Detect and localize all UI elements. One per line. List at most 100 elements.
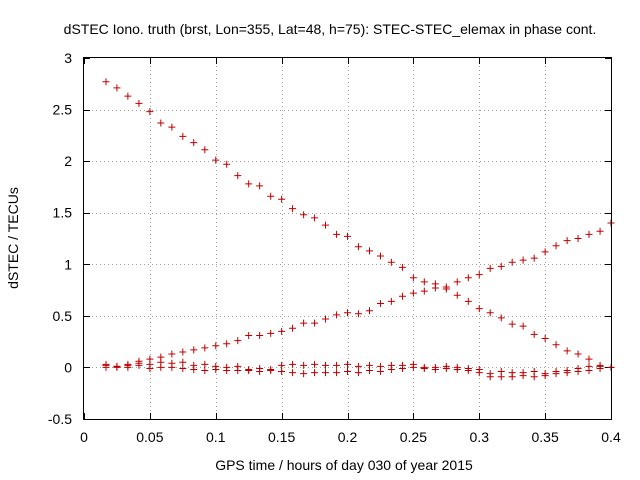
data-point-ascending: [190, 346, 198, 354]
data-point-ascending: [366, 307, 374, 315]
x-tick-label: 0.1: [206, 429, 226, 445]
x-tick-label: 0: [80, 429, 88, 445]
x-axis-title: GPS time / hours of day 030 of year 2015: [215, 457, 473, 473]
data-point-near-zero-b: [157, 363, 165, 371]
data-point-near-zero-b: [596, 364, 604, 372]
data-point-descending: [190, 139, 198, 147]
x-tick-label: 0.05: [136, 429, 163, 445]
data-point-near-zero-a: [354, 362, 362, 370]
data-point-ascending: [289, 324, 297, 332]
y-tick-label: 1: [64, 256, 72, 272]
data-point-near-zero-a: [333, 361, 341, 369]
data-point-ascending: [585, 230, 593, 238]
data-point-near-zero-b: [168, 363, 176, 371]
data-point-near-zero-b: [366, 367, 374, 375]
data-point-ascending: [530, 254, 538, 262]
data-point-ascending: [475, 271, 483, 279]
data-point-descending: [497, 314, 505, 322]
data-point-descending: [376, 252, 384, 260]
data-point-ascending: [453, 278, 461, 286]
data-point-near-zero-b: [574, 368, 582, 376]
data-point-descending: [234, 172, 242, 180]
data-point-near-zero-b: [102, 363, 110, 371]
data-point-descending: [508, 320, 516, 328]
data-point-descending: [267, 192, 275, 200]
data-point-near-zero-b: [442, 364, 450, 372]
data-point-descending: [168, 123, 176, 131]
data-point-ascending: [431, 284, 439, 292]
data-point-near-zero-b: [563, 369, 571, 377]
data-point-near-zero-b: [530, 373, 538, 381]
data-point-ascending: [267, 329, 275, 337]
data-point-ascending: [234, 337, 242, 345]
y-tick-label: 0.5: [53, 308, 73, 324]
data-point-near-zero-b: [552, 370, 560, 378]
data-point-ascending: [574, 235, 582, 242]
data-point-near-zero-b: [245, 367, 253, 375]
data-point-descending: [135, 99, 143, 107]
data-point-descending: [585, 355, 593, 363]
data-point-near-zero-b: [453, 363, 461, 371]
x-tick-label: 0.25: [400, 429, 427, 445]
data-point-descending: [409, 274, 417, 282]
data-point-near-zero-b: [387, 365, 395, 373]
data-point-near-zero-b: [212, 365, 220, 373]
y-axis-title: dSTEC / TECUs: [5, 187, 21, 289]
grid: [84, 58, 611, 419]
data-point-near-zero-a: [344, 360, 351, 368]
data-point-near-zero-b: [179, 364, 187, 372]
x-tick-label: 0.4: [601, 429, 621, 445]
data-point-ascending: [519, 256, 527, 264]
data-point-descending: [223, 160, 231, 168]
data-point-ascending: [376, 299, 384, 307]
y-tick-label: -0.5: [48, 411, 72, 427]
data-points: [102, 78, 615, 381]
data-point-descending: [311, 214, 319, 222]
y-tick-label: 1.5: [53, 205, 73, 221]
data-point-descending: [354, 243, 362, 251]
data-point-near-zero-b: [420, 364, 428, 372]
data-point-descending: [563, 347, 571, 355]
data-point-ascending: [344, 309, 351, 317]
data-point-near-zero-a: [278, 361, 286, 369]
data-point-ascending: [321, 315, 329, 323]
data-point-near-zero-b: [354, 369, 362, 377]
y-tick-label: 0: [64, 359, 72, 375]
data-point-descending: [464, 297, 472, 305]
data-point-ascending: [278, 327, 286, 335]
data-point-descending: [124, 92, 132, 100]
data-point-near-zero-b: [289, 369, 297, 377]
data-point-descending: [278, 195, 286, 203]
data-point-near-zero-b: [409, 363, 417, 371]
data-point-near-zero-a: [311, 360, 319, 368]
data-point-ascending: [497, 262, 505, 270]
data-point-descending: [179, 132, 187, 140]
data-point-ascending: [464, 274, 472, 282]
data-point-near-zero-b: [256, 368, 264, 376]
data-point-descending: [102, 78, 110, 86]
data-point-near-zero-a: [179, 358, 187, 366]
x-tick-label: 0.15: [268, 429, 295, 445]
data-point-near-zero-b: [508, 373, 516, 381]
data-point-ascending: [300, 319, 308, 327]
data-point-near-zero-a: [289, 360, 297, 368]
data-point-near-zero-b: [497, 373, 505, 381]
data-point-descending: [256, 182, 264, 190]
data-point-descending: [300, 211, 308, 219]
y-tick-label: 3: [64, 50, 72, 66]
data-point-ascending: [223, 340, 231, 348]
data-point-ascending: [333, 311, 341, 319]
data-point-ascending: [508, 258, 516, 266]
data-point-descending: [113, 84, 121, 92]
data-point-near-zero-b: [333, 369, 341, 377]
data-point-near-zero-b: [464, 364, 472, 372]
data-point-descending: [387, 258, 395, 266]
data-point-ascending: [168, 350, 176, 358]
data-point-descending: [289, 205, 297, 213]
data-point-descending: [201, 146, 209, 154]
data-point-near-zero-b: [321, 369, 329, 377]
data-point-near-zero-b: [398, 364, 406, 372]
data-point-descending: [552, 341, 560, 349]
data-point-ascending: [552, 242, 560, 250]
